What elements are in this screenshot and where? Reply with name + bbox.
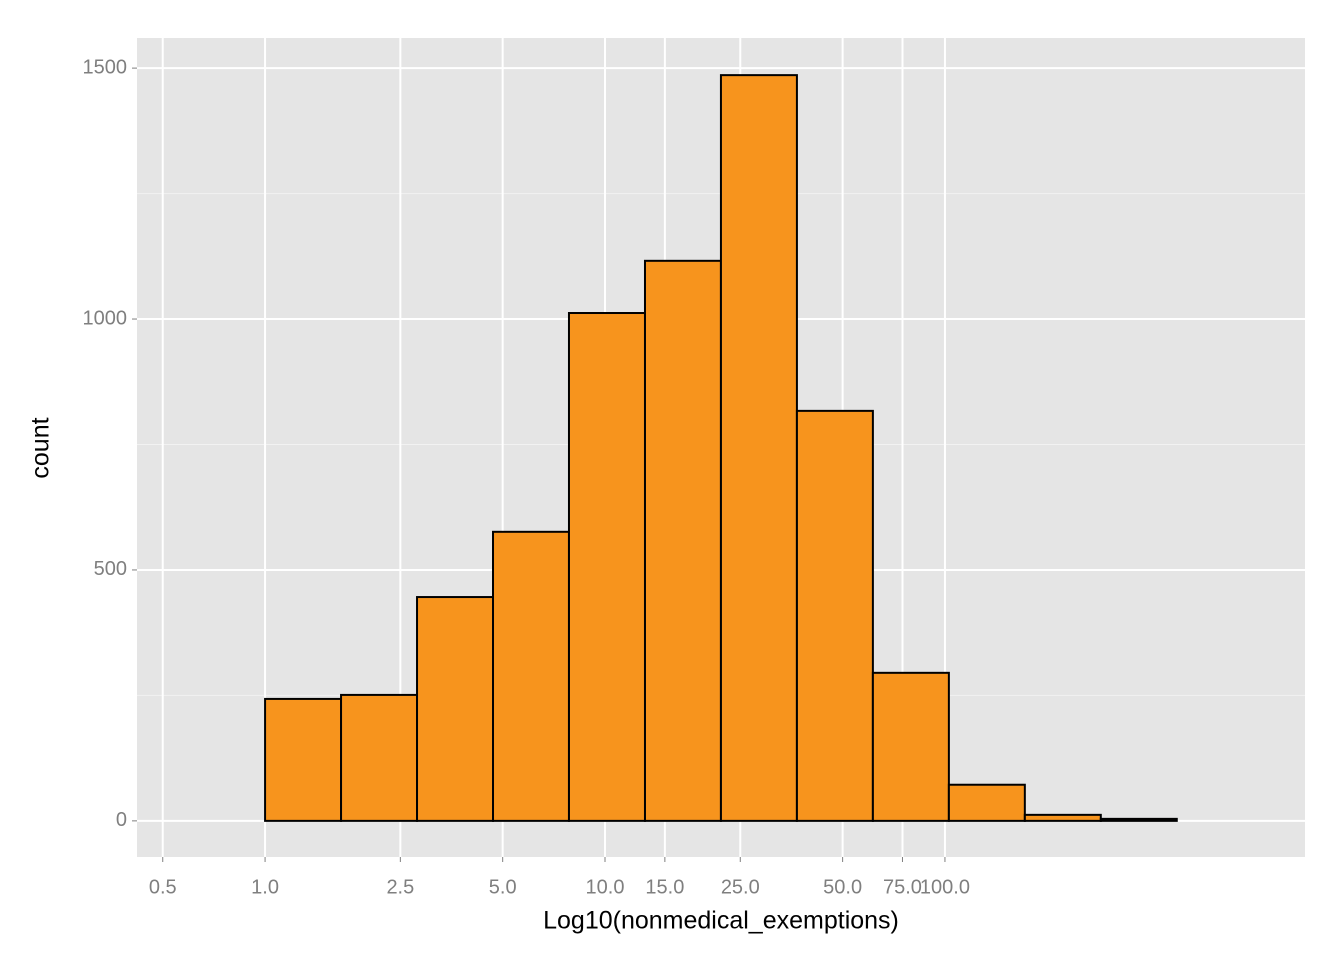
bar	[492, 530, 570, 822]
x-tick-label: 25.0	[721, 876, 760, 898]
bar	[947, 783, 1026, 822]
bar	[795, 409, 874, 822]
bar	[643, 259, 722, 822]
x-tick-label: 15.0	[645, 876, 684, 898]
y-tick-label: 1000	[83, 307, 128, 329]
bar	[719, 74, 798, 822]
x-tick-label: 0.5	[149, 876, 177, 898]
x-axis-title: Log10(nonmedical_exemptions)	[543, 907, 899, 935]
bars	[264, 74, 1178, 822]
bar	[567, 312, 646, 822]
x-tick-label: 10.0	[586, 876, 625, 898]
y-tick-label: 0	[116, 809, 127, 831]
y-tick-label: 1500	[83, 56, 128, 78]
bar	[871, 671, 950, 822]
x-tick-label: 75.0	[883, 876, 922, 898]
bar	[1099, 817, 1178, 822]
x-tick-label: 100.0	[920, 876, 970, 898]
bar	[416, 596, 495, 822]
y-tick-label: 500	[94, 558, 127, 580]
bar	[340, 693, 419, 822]
x-tick-label: 5.0	[489, 876, 517, 898]
x-tick-label: 1.0	[251, 876, 279, 898]
bar	[1023, 813, 1102, 822]
bar	[264, 697, 343, 822]
x-tick-label: 50.0	[823, 876, 862, 898]
y-axis-title: count	[27, 417, 55, 478]
x-tick-label: 2.5	[386, 876, 414, 898]
